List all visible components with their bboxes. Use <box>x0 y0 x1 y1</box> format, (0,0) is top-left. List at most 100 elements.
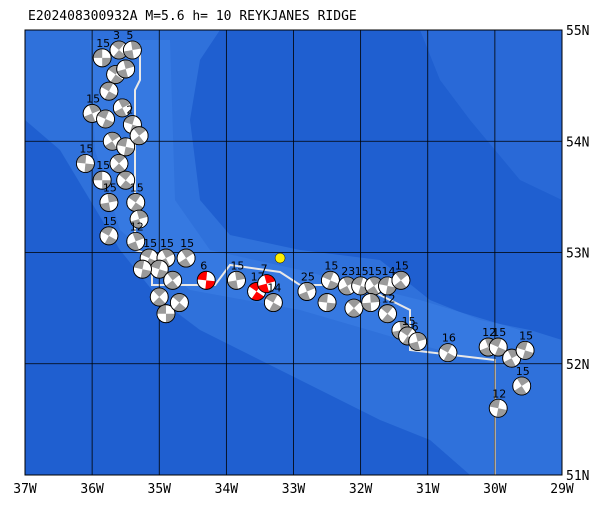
lon-tick-label: 35W <box>148 482 172 497</box>
depth-label: 14 <box>381 265 395 278</box>
beachball-outline <box>361 293 381 312</box>
beachball-quadrant <box>118 171 132 181</box>
beachball-quadrant <box>251 291 265 301</box>
depth-label: 6 <box>200 259 207 272</box>
depth-label: 15 <box>519 329 533 342</box>
beachball-outline <box>126 231 146 251</box>
beachball-outline <box>92 48 112 68</box>
depth-label: 15 <box>492 326 506 339</box>
depth-label: 15 <box>86 92 100 105</box>
beachball-outline <box>438 343 458 363</box>
beachball-quadrant <box>140 269 152 279</box>
beachball-quadrant <box>114 107 127 117</box>
beachball-outline <box>156 304 176 324</box>
beachball-quadrant <box>514 386 527 396</box>
beachball <box>196 270 216 290</box>
beachball <box>116 59 136 79</box>
beachball <box>99 226 119 246</box>
beachball <box>163 270 183 290</box>
beachball-quadrant <box>76 154 87 164</box>
beachball-quadrant <box>119 180 133 190</box>
beachball-outline <box>196 270 216 290</box>
beachball-quadrant <box>197 271 208 281</box>
map-title: E202408300932A M=5.6 h= 10 REYKJANES RID… <box>28 9 357 24</box>
beachball-quadrant <box>205 280 216 290</box>
beachball-quadrant <box>112 41 125 51</box>
beachball <box>227 270 246 290</box>
depth-label: 15 <box>96 159 110 172</box>
beachball <box>257 274 277 294</box>
beachball-outline <box>378 304 397 324</box>
beachball-quadrant <box>400 326 413 336</box>
map-frame <box>24 29 563 476</box>
beachball-quadrant <box>102 57 112 67</box>
depth-label: 15 <box>130 181 144 194</box>
beachball <box>156 304 176 324</box>
beachball <box>391 270 411 290</box>
beachball-outline <box>391 270 411 290</box>
beachball-outline <box>112 98 132 118</box>
depth-label: 15 <box>79 143 93 156</box>
beachball-quadrant <box>339 285 352 295</box>
beachball <box>337 276 357 296</box>
beachball-quadrant <box>112 154 126 164</box>
depth-label: 15 <box>230 259 244 272</box>
beachball-quadrant <box>489 399 501 409</box>
beachball <box>129 126 149 146</box>
beachball-quadrant <box>104 235 117 245</box>
lon-tick-label: 33W <box>282 482 306 497</box>
lon-tick-label: 34W <box>215 482 239 497</box>
beachball-quadrant <box>130 41 142 51</box>
beachball-quadrant <box>133 260 145 270</box>
depth-label: 15 <box>402 315 416 328</box>
depth-label: 15 <box>355 265 369 278</box>
beachball-quadrant <box>165 313 175 323</box>
beachball-outline <box>488 337 508 357</box>
beachball-outline <box>116 59 136 79</box>
depth-label: 15 <box>96 37 110 50</box>
depth-label: 15 <box>368 265 382 278</box>
beachball <box>122 40 142 60</box>
beachball-quadrant <box>110 74 124 84</box>
beachball-outline <box>344 298 364 318</box>
beachball-quadrant <box>381 313 395 323</box>
lon-tick-label: 37W <box>13 482 37 497</box>
depth-label: 25 <box>301 270 315 283</box>
beachball <box>361 293 381 312</box>
depth-label: 16 <box>442 332 456 345</box>
beachball-quadrant <box>443 352 456 362</box>
beachball <box>109 154 129 173</box>
depth-label: 2 <box>126 104 133 117</box>
beachball-outline <box>116 170 136 190</box>
beachball-outline <box>515 340 535 360</box>
beachball <box>126 193 146 212</box>
lon-tick-label: 36W <box>80 482 104 497</box>
lat-tick-label: 52N <box>566 358 589 373</box>
beachball-quadrant <box>165 280 179 290</box>
beachball-quadrant <box>101 226 114 236</box>
beachball <box>488 398 508 418</box>
depth-label: 15 <box>160 237 174 250</box>
depth-label: 15 <box>103 215 117 228</box>
lon-tick-label: 32W <box>349 482 373 497</box>
beachball-outline <box>149 287 169 307</box>
beachball <box>317 293 337 312</box>
lat-tick-label: 54N <box>566 135 589 150</box>
beachball-quadrant <box>361 302 372 312</box>
beachball-outline <box>92 170 112 190</box>
beachball-outline <box>99 226 119 246</box>
beachball-quadrant <box>366 285 379 295</box>
beachball-quadrant <box>172 293 186 303</box>
beachball-quadrant <box>93 48 103 58</box>
beachball-quadrant <box>181 249 194 259</box>
beachball-quadrant <box>130 202 144 212</box>
beachball <box>99 193 119 212</box>
beachball <box>176 248 196 268</box>
beachball-outline <box>129 209 149 229</box>
beachball-quadrant <box>393 280 407 290</box>
depth-label: 15 <box>180 237 194 250</box>
beachball <box>109 40 129 60</box>
beachball-quadrant <box>343 276 356 286</box>
